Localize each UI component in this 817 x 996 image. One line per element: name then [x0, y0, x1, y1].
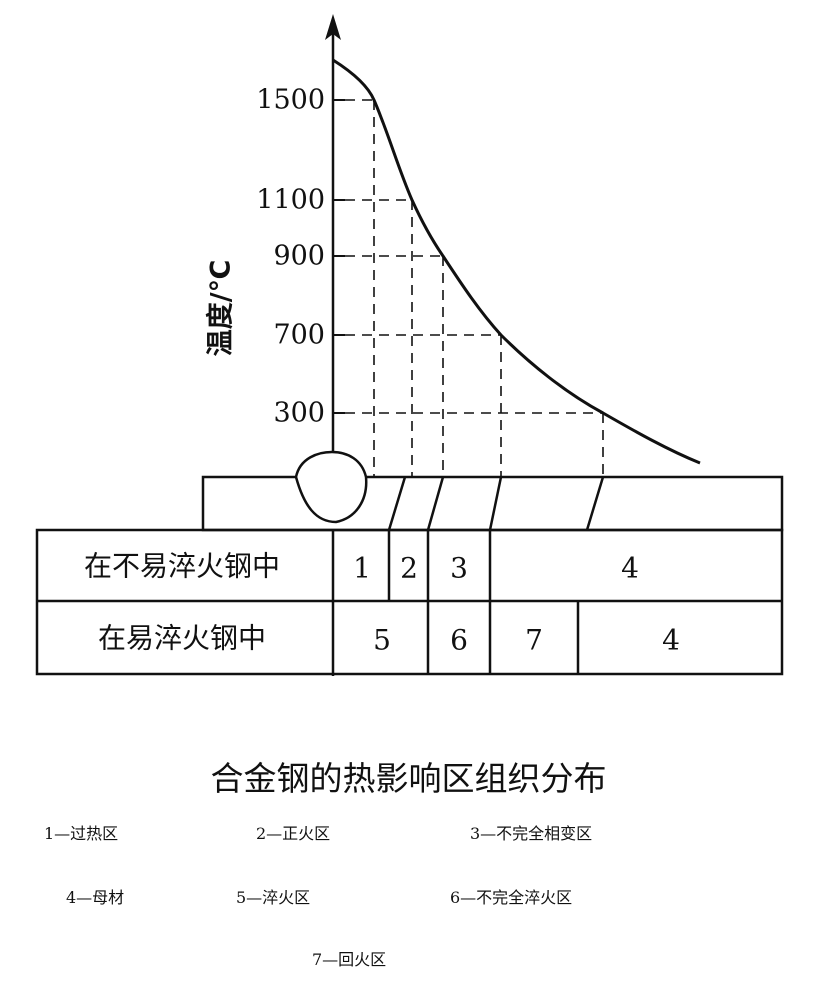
y-tick-label: 1100 — [256, 185, 325, 216]
vertical-guides — [373, 100, 604, 477]
table-cell: 3 — [450, 552, 468, 585]
legend-item: 4—母材 — [66, 888, 125, 907]
zone-boundaries — [387, 476, 605, 531]
legend-item: 5—淬火区 — [236, 888, 311, 907]
zone-boundary — [585, 476, 605, 531]
temperature-curve — [332, 58, 701, 465]
zone-boundary — [426, 476, 445, 531]
zone-table — [35, 528, 784, 676]
table-cell: 6 — [450, 624, 468, 657]
zone-boundary — [387, 476, 407, 531]
legend-item: 3—不完全相变区 — [470, 824, 593, 843]
y-axis-label: 温度/℃ — [205, 260, 237, 357]
table-cell: 7 — [525, 624, 543, 657]
table-cell: 4 — [621, 552, 639, 585]
zone-boundary — [488, 476, 503, 531]
y-tick-label: 300 — [273, 398, 325, 429]
table-row-label: 在易淬火钢中 — [98, 622, 266, 655]
y-tick-label: 900 — [273, 241, 325, 272]
figure-caption: 合金钢的热影响区组织分布 — [210, 759, 607, 798]
table-cell: 4 — [662, 624, 680, 657]
y-axis-arrow — [325, 14, 341, 40]
legend-item: 1—过热区 — [44, 824, 119, 843]
legend-item: 2—正火区 — [256, 824, 331, 843]
y-ticks: 1500 1100 900 700 300 — [256, 85, 345, 429]
legend-item: 6—不完全淬火区 — [450, 888, 573, 907]
table-cell: 2 — [400, 552, 418, 585]
legend-item: 7—回火区 — [312, 950, 387, 969]
weld-bead — [294, 450, 368, 524]
table-cell: 5 — [373, 624, 391, 657]
horizontal-guides — [345, 99, 603, 414]
y-tick-label: 1500 — [256, 85, 325, 116]
table-row-label: 在不易淬火钢中 — [84, 550, 280, 583]
table-cell: 1 — [353, 552, 371, 585]
y-tick-label: 700 — [273, 320, 325, 351]
